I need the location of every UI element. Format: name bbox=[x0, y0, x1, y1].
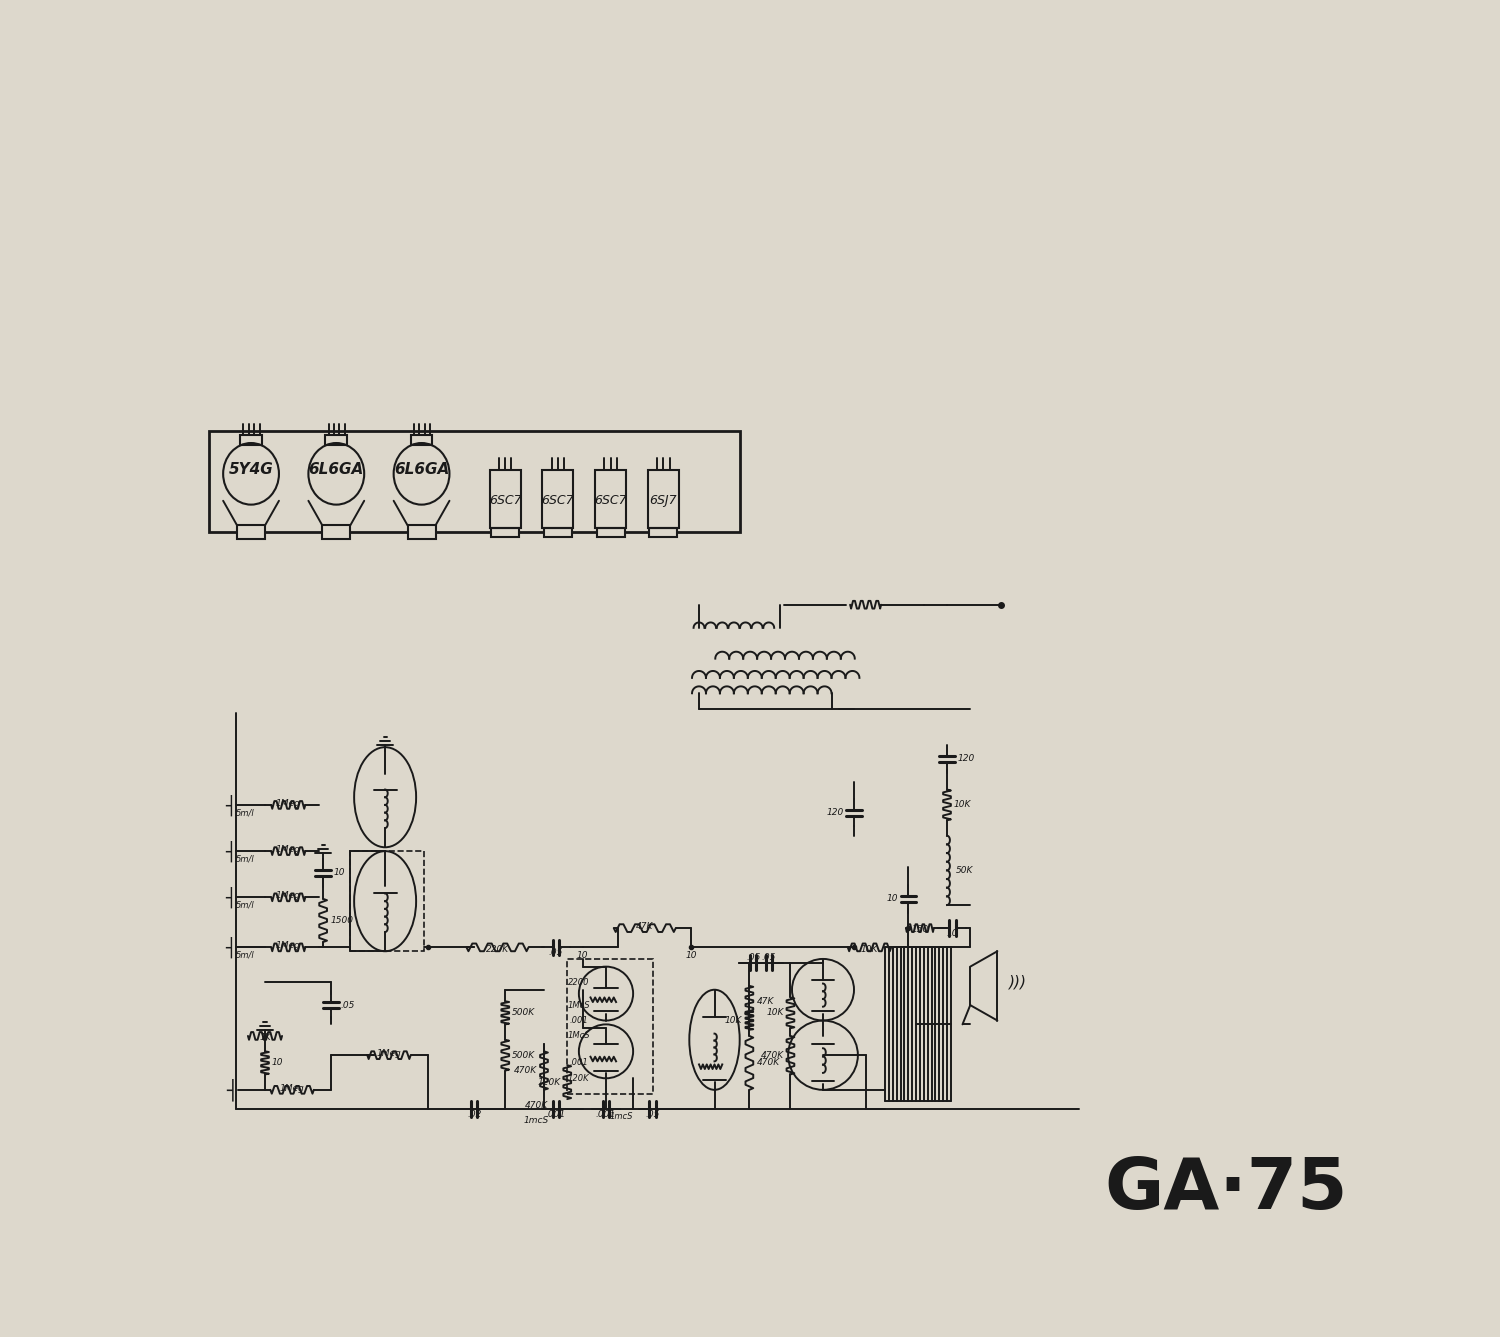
Text: 10K: 10K bbox=[861, 944, 877, 953]
Text: ┤: ┤ bbox=[226, 1079, 238, 1102]
Bar bbox=[567, 959, 652, 1094]
Text: 10: 10 bbox=[946, 929, 958, 939]
Bar bbox=[408, 525, 435, 539]
Text: 150: 150 bbox=[910, 925, 928, 935]
Text: ┤: ┤ bbox=[225, 841, 236, 862]
Text: ┤: ┤ bbox=[225, 937, 236, 959]
Text: 47K: 47K bbox=[756, 997, 774, 1005]
Text: 10K: 10K bbox=[766, 1008, 783, 1017]
Text: GA·75: GA·75 bbox=[1104, 1155, 1347, 1225]
Text: 1Meg: 1Meg bbox=[276, 845, 300, 854]
Text: 1Meg: 1Meg bbox=[376, 1050, 402, 1058]
Bar bbox=[648, 471, 680, 528]
Text: 10: 10 bbox=[686, 951, 698, 960]
Text: 500K: 500K bbox=[512, 1051, 536, 1060]
Text: 10: 10 bbox=[578, 951, 588, 960]
Text: 5m/l: 5m/l bbox=[237, 951, 255, 960]
Text: .05: .05 bbox=[746, 953, 760, 961]
Text: 470K: 470K bbox=[756, 1059, 780, 1067]
Bar bbox=[411, 436, 432, 445]
Bar bbox=[350, 852, 424, 951]
Text: 1McS: 1McS bbox=[567, 1031, 590, 1040]
Text: 1K: 1K bbox=[260, 1034, 272, 1042]
Text: .001: .001 bbox=[570, 1059, 588, 1067]
Text: 120K: 120K bbox=[537, 1078, 561, 1087]
Text: 1Meg: 1Meg bbox=[276, 798, 300, 808]
Bar bbox=[596, 471, 626, 528]
Text: 6SC7: 6SC7 bbox=[542, 495, 574, 507]
Text: 10: 10 bbox=[886, 894, 898, 904]
Bar bbox=[240, 436, 262, 445]
Text: .05: .05 bbox=[645, 1110, 660, 1119]
Text: 10: 10 bbox=[333, 868, 345, 877]
Text: 5m/l: 5m/l bbox=[237, 901, 255, 909]
Text: .001: .001 bbox=[570, 1016, 588, 1025]
Text: 1Meg: 1Meg bbox=[279, 1084, 304, 1092]
Text: 1Meg: 1Meg bbox=[276, 892, 300, 900]
Text: 50K: 50K bbox=[957, 866, 974, 874]
Text: 5m/l: 5m/l bbox=[237, 854, 255, 864]
Text: 6SC7: 6SC7 bbox=[594, 495, 627, 507]
Text: 120: 120 bbox=[957, 754, 975, 763]
Text: 1McS: 1McS bbox=[567, 1000, 590, 1009]
Text: .001: .001 bbox=[596, 1110, 616, 1119]
Text: ┤: ┤ bbox=[225, 794, 236, 816]
Text: 470K: 470K bbox=[514, 1066, 537, 1075]
Text: 220K: 220K bbox=[486, 944, 508, 953]
Text: 10K: 10K bbox=[954, 801, 972, 809]
Text: 470K: 470K bbox=[525, 1100, 548, 1110]
Text: 500K: 500K bbox=[512, 1008, 536, 1017]
Text: 47K: 47K bbox=[636, 923, 654, 931]
Bar bbox=[492, 528, 519, 537]
Text: 5m/l: 5m/l bbox=[237, 808, 255, 817]
Text: 6SJ7: 6SJ7 bbox=[650, 495, 676, 507]
Text: 1mcS: 1mcS bbox=[524, 1116, 549, 1126]
Text: 6L6GA: 6L6GA bbox=[394, 463, 448, 477]
Text: .001: .001 bbox=[546, 1110, 566, 1119]
Text: .05: .05 bbox=[549, 948, 562, 957]
Text: 1Meg: 1Meg bbox=[276, 941, 300, 951]
Bar bbox=[597, 528, 624, 537]
Text: 120K: 120K bbox=[568, 1074, 590, 1083]
Bar bbox=[650, 528, 678, 537]
Text: ))): ))) bbox=[1010, 975, 1028, 989]
Bar bbox=[322, 525, 350, 539]
Text: 470K: 470K bbox=[760, 1051, 783, 1060]
Text: .02: .02 bbox=[466, 1110, 482, 1119]
Text: 10: 10 bbox=[272, 1059, 284, 1067]
Bar bbox=[489, 471, 520, 528]
Bar bbox=[543, 471, 573, 528]
Text: 1mcS: 1mcS bbox=[609, 1112, 633, 1122]
Bar bbox=[544, 528, 572, 537]
Text: 6SC7: 6SC7 bbox=[489, 495, 522, 507]
Bar bbox=[237, 525, 266, 539]
Text: .05: .05 bbox=[762, 953, 776, 961]
Text: ┤: ┤ bbox=[225, 886, 236, 908]
Text: .05: .05 bbox=[340, 1000, 356, 1009]
Text: 1500: 1500 bbox=[330, 916, 352, 925]
Text: 6L6GA: 6L6GA bbox=[309, 463, 364, 477]
Bar bbox=[326, 436, 346, 445]
Text: 5Y4G: 5Y4G bbox=[228, 463, 273, 477]
Text: 120: 120 bbox=[827, 808, 844, 817]
Text: 2200: 2200 bbox=[568, 977, 590, 987]
Bar bbox=[209, 432, 740, 532]
Text: 10K: 10K bbox=[724, 1016, 742, 1025]
